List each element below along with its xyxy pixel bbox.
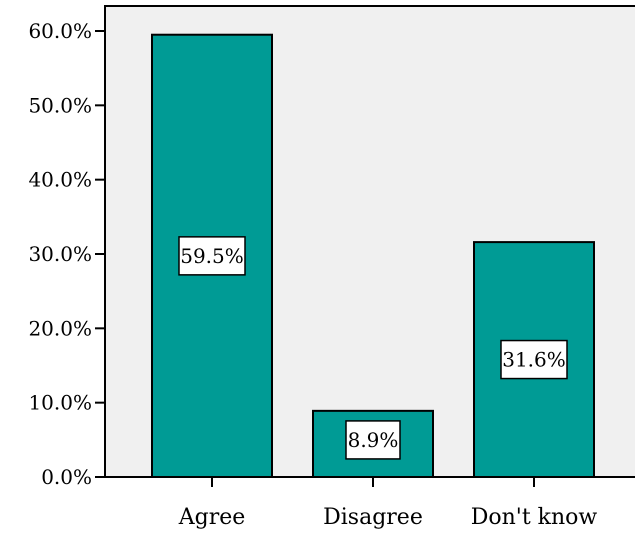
x-tick-label: Disagree bbox=[323, 505, 423, 530]
y-tick-label: 60.0% bbox=[28, 19, 92, 43]
data-label-box bbox=[500, 339, 568, 380]
y-tick-label: 40.0% bbox=[28, 168, 92, 192]
y-tick-label: 10.0% bbox=[28, 391, 92, 415]
y-tick-label: 50.0% bbox=[28, 93, 92, 117]
data-label: 8.9% bbox=[348, 428, 399, 452]
data-label: 59.5% bbox=[180, 244, 244, 268]
y-tick-label: 0.0% bbox=[41, 465, 92, 489]
y-tick-label: 20.0% bbox=[28, 316, 92, 340]
x-tick-label: Don't know bbox=[471, 505, 598, 530]
data-label-box bbox=[178, 236, 246, 276]
data-label-box bbox=[345, 420, 401, 460]
data-label: 31.6% bbox=[502, 348, 566, 372]
y-tick-label: 30.0% bbox=[28, 242, 92, 266]
x-tick-label: Agree bbox=[178, 505, 246, 530]
